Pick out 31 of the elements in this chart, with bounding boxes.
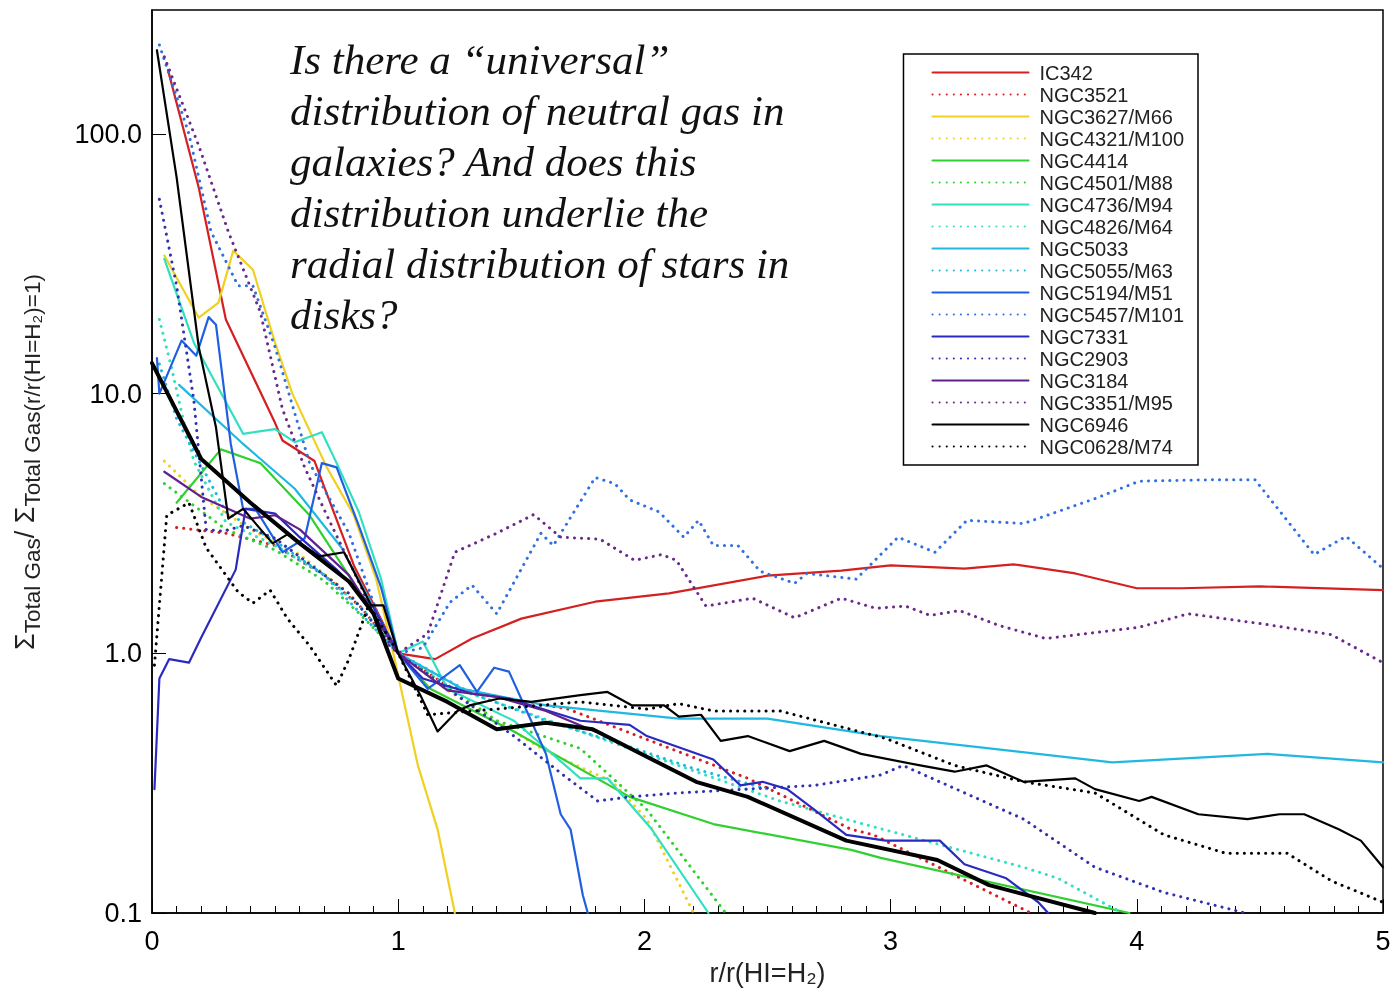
legend-label: NGC3351/M95 xyxy=(1039,391,1173,414)
legend-label: NGC2903 xyxy=(1039,347,1129,370)
y-tick-label: 0.1 xyxy=(104,898,142,928)
x-axis-title: r/r(HI=H₂) xyxy=(708,958,827,989)
y-tick-label: 1.0 xyxy=(104,638,142,669)
y-tick-label: 10.0 xyxy=(89,378,142,409)
x-tick-label: 4 xyxy=(1129,925,1145,956)
legend-label: NGC5055/M63 xyxy=(1039,259,1173,282)
x-tick-label: 5 xyxy=(1375,925,1391,956)
line-series xyxy=(157,197,1247,915)
legend-label: NGC3184 xyxy=(1039,369,1129,392)
legend-label: NGC0628/M74 xyxy=(1039,435,1173,458)
legend-label: NGC4501/M88 xyxy=(1039,171,1173,194)
y-tick-label: 100.0 xyxy=(74,118,142,149)
legend-label: NGC4736/M94 xyxy=(1039,193,1173,216)
x-tick-label: 3 xyxy=(883,925,899,956)
legend-label: NGC5194/M51 xyxy=(1039,281,1173,304)
legend-label: NGC6946 xyxy=(1039,413,1129,436)
legend-label: NGC4321/M100 xyxy=(1039,127,1185,150)
legend-label: NGC3627/M66 xyxy=(1039,105,1173,128)
legend-label: NGC5033 xyxy=(1039,237,1129,260)
legend-label: NGC3521 xyxy=(1039,83,1129,106)
x-tick-label: 1 xyxy=(390,925,406,956)
legend-label: NGC5457/M101 xyxy=(1039,303,1185,326)
annotation: Is there a “universal” distribution of neutral gas in galaxies? And does this distribution underlie the radial distribution of stars in disks? xyxy=(290,35,791,340)
x-tick-label: 2 xyxy=(636,925,652,956)
legend-label: NGC4414 xyxy=(1039,149,1129,172)
legend-label: IC342 xyxy=(1039,61,1093,84)
legend-label: NGC7331 xyxy=(1039,325,1129,348)
x-tick-label: 0 xyxy=(144,925,160,956)
legend-label: NGC4826/M64 xyxy=(1039,215,1173,238)
